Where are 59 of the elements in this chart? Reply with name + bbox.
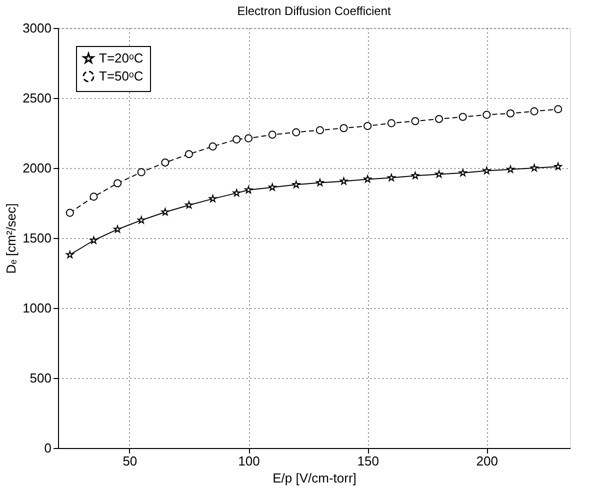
x-tick-label: 150 [357, 454, 379, 468]
point [506, 165, 514, 173]
legend-label: T=50ᵒC [99, 68, 144, 84]
point [268, 130, 276, 139]
point [458, 168, 467, 176]
point [364, 122, 372, 130]
point [458, 112, 467, 121]
point [387, 119, 396, 128]
point [482, 110, 491, 119]
point [292, 128, 300, 136]
point [388, 174, 396, 182]
point [292, 180, 300, 188]
y-tick-label: 2000 [22, 160, 52, 176]
point [340, 124, 348, 132]
point [411, 117, 420, 126]
x-tick-label: 200 [476, 454, 498, 468]
point [530, 107, 538, 116]
point [364, 175, 372, 183]
point [244, 186, 252, 194]
point [161, 158, 170, 167]
point [316, 178, 324, 186]
point [554, 105, 562, 114]
y-tick-label: 2500 [22, 90, 52, 106]
point [208, 194, 217, 202]
point [232, 189, 240, 196]
point [435, 170, 443, 178]
point [232, 135, 241, 144]
x-tick-label: 100 [238, 454, 260, 468]
point [114, 179, 122, 188]
point [137, 168, 146, 176]
point [340, 177, 348, 185]
point [244, 134, 253, 142]
y-tick-label: 1500 [22, 230, 52, 246]
point [554, 162, 562, 170]
y-tick-label: 0 [44, 440, 52, 456]
y-tick-label: 3000 [22, 20, 52, 36]
point [268, 183, 276, 191]
point [434, 114, 444, 124]
chart-title: Electron Diffusion Coefficient [237, 4, 392, 18]
point [90, 236, 98, 244]
y-tick-label: 1000 [22, 300, 52, 316]
point [482, 166, 491, 174]
legend-label: T=20ᵒC [99, 50, 144, 66]
point [530, 164, 538, 172]
point [208, 142, 217, 150]
point [316, 126, 324, 134]
point [137, 216, 146, 224]
point [90, 192, 98, 201]
point [66, 208, 74, 217]
point [114, 225, 122, 233]
point [66, 250, 74, 258]
point [184, 150, 194, 158]
point [506, 109, 514, 118]
point [161, 208, 170, 216]
y-axis-title: Dₑ [cm²/sec] [4, 203, 19, 274]
x-tick-label: 50 [122, 454, 138, 468]
y-tick-label: 500 [30, 370, 52, 386]
point [411, 172, 420, 180]
x-axis-title: E/p [V/cm-torr] [272, 470, 356, 486]
